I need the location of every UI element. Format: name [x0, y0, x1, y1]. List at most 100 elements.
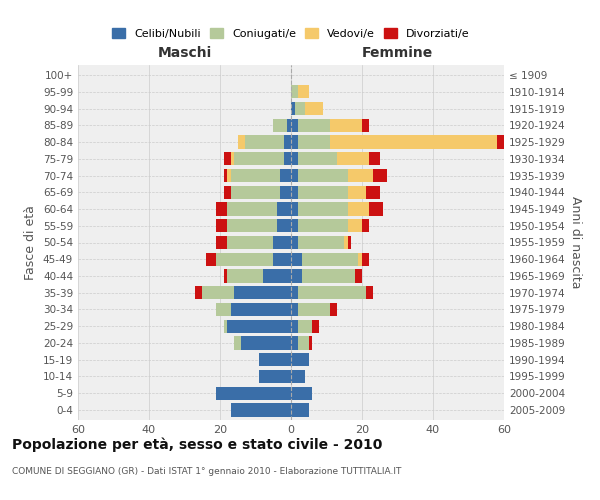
Bar: [227, 202, 277, 215]
Bar: [298, 169, 348, 182]
Bar: [291, 152, 298, 166]
Bar: [224, 186, 230, 199]
Bar: [298, 202, 348, 215]
Bar: [298, 320, 313, 333]
Bar: [302, 270, 355, 282]
Bar: [309, 336, 313, 349]
Bar: [234, 286, 291, 300]
Bar: [217, 303, 230, 316]
Bar: [217, 236, 227, 249]
Bar: [291, 219, 298, 232]
Bar: [298, 219, 348, 232]
Bar: [273, 236, 291, 249]
Bar: [291, 169, 298, 182]
Bar: [291, 252, 302, 266]
Bar: [330, 136, 497, 148]
Bar: [302, 252, 358, 266]
Bar: [291, 136, 298, 148]
Bar: [238, 136, 245, 148]
Bar: [291, 202, 298, 215]
Bar: [373, 169, 387, 182]
Bar: [355, 270, 362, 282]
Bar: [291, 118, 298, 132]
Y-axis label: Fasce di età: Fasce di età: [25, 205, 37, 280]
Text: Popolazione per età, sesso e stato civile - 2010: Popolazione per età, sesso e stato civil…: [12, 438, 382, 452]
Bar: [217, 202, 227, 215]
Bar: [230, 186, 280, 199]
Bar: [230, 169, 280, 182]
Bar: [298, 286, 365, 300]
Bar: [291, 102, 295, 115]
Bar: [273, 118, 287, 132]
Bar: [291, 404, 309, 416]
Bar: [298, 186, 348, 199]
Bar: [224, 169, 227, 182]
Bar: [362, 252, 369, 266]
Bar: [224, 320, 227, 333]
Bar: [280, 186, 291, 199]
Bar: [245, 136, 284, 148]
Bar: [365, 186, 380, 199]
Bar: [298, 85, 309, 98]
Bar: [217, 252, 273, 266]
Bar: [217, 386, 291, 400]
Bar: [369, 152, 380, 166]
Y-axis label: Anni di nascita: Anni di nascita: [569, 196, 582, 289]
Bar: [263, 270, 291, 282]
Bar: [284, 136, 291, 148]
Bar: [224, 152, 230, 166]
Bar: [227, 236, 273, 249]
Text: Maschi: Maschi: [157, 46, 212, 60]
Bar: [291, 303, 298, 316]
Text: COMUNE DI SEGGIANO (GR) - Dati ISTAT 1° gennaio 2010 - Elaborazione TUTTITALIA.I: COMUNE DI SEGGIANO (GR) - Dati ISTAT 1° …: [12, 468, 401, 476]
Bar: [305, 102, 323, 115]
Bar: [298, 152, 337, 166]
Bar: [348, 186, 365, 199]
Bar: [298, 303, 330, 316]
Bar: [259, 353, 291, 366]
Bar: [241, 336, 291, 349]
Bar: [291, 386, 313, 400]
Bar: [348, 169, 373, 182]
Bar: [291, 286, 298, 300]
Bar: [217, 219, 227, 232]
Bar: [362, 118, 369, 132]
Bar: [206, 252, 217, 266]
Bar: [291, 320, 298, 333]
Bar: [273, 252, 291, 266]
Bar: [298, 336, 309, 349]
Bar: [291, 336, 298, 349]
Bar: [287, 118, 291, 132]
Bar: [234, 152, 284, 166]
Bar: [230, 152, 234, 166]
Bar: [369, 202, 383, 215]
Bar: [291, 186, 298, 199]
Bar: [298, 118, 330, 132]
Bar: [298, 236, 344, 249]
Bar: [230, 303, 291, 316]
Bar: [291, 370, 305, 383]
Bar: [365, 286, 373, 300]
Bar: [234, 336, 241, 349]
Bar: [348, 219, 362, 232]
Bar: [330, 118, 362, 132]
Bar: [202, 286, 234, 300]
Bar: [227, 270, 263, 282]
Bar: [277, 202, 291, 215]
Legend: Celibi/Nubili, Coniugati/e, Vedovi/e, Divorziati/e: Celibi/Nubili, Coniugati/e, Vedovi/e, Di…: [109, 24, 473, 42]
Bar: [230, 404, 291, 416]
Bar: [291, 236, 298, 249]
Bar: [348, 236, 352, 249]
Bar: [298, 136, 330, 148]
Bar: [313, 320, 319, 333]
Bar: [337, 152, 369, 166]
Text: Femmine: Femmine: [362, 46, 433, 60]
Bar: [227, 320, 291, 333]
Bar: [227, 219, 277, 232]
Bar: [344, 236, 348, 249]
Bar: [280, 169, 291, 182]
Bar: [291, 353, 309, 366]
Bar: [227, 169, 230, 182]
Bar: [358, 252, 362, 266]
Bar: [362, 219, 369, 232]
